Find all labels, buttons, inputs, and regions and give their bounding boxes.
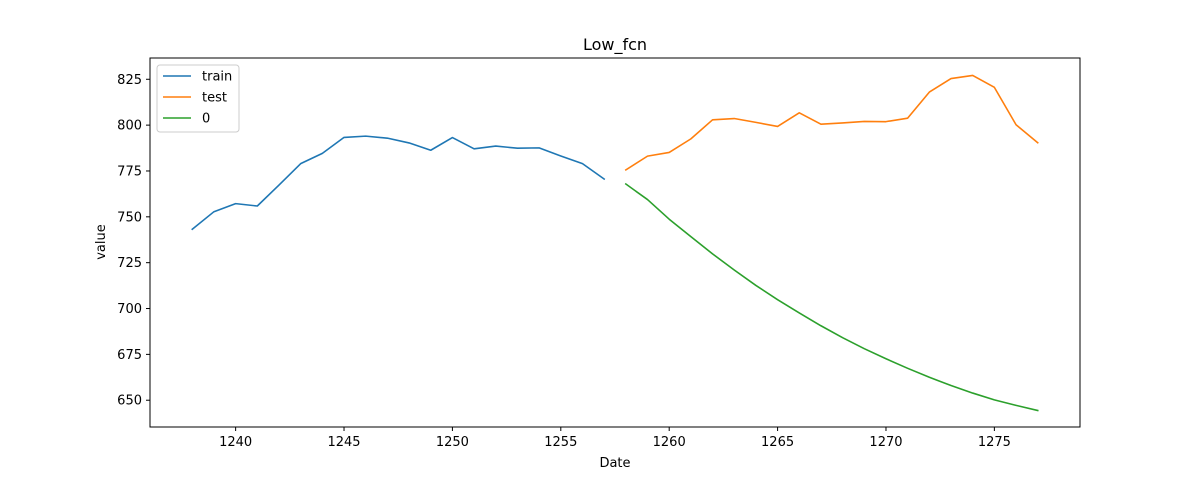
y-tick-label: 775 [117,164,142,179]
legend: train test 0 [156,64,240,133]
x-axis-label: Date [599,456,630,471]
series-line-train [191,135,606,231]
x-tick-label: 1250 [436,435,469,450]
series-lines [191,74,1039,412]
y-tick-label: 725 [117,256,142,271]
chart-title: Low_fcn [583,35,647,55]
legend-label: test [202,91,227,106]
plot-frame [149,57,1081,428]
y-tick-label: 800 [117,119,142,134]
y-tick-label: 675 [117,348,142,363]
series-line-0 [624,182,1039,412]
y-tick-label: 700 [117,302,142,317]
y-tick-label: 825 [117,73,142,88]
x-tick-label: 1275 [978,435,1011,450]
y-axis-label: value [94,224,109,260]
legend-box [156,64,240,133]
y-axis: 650 675 700 725 750 775 800 825 [117,73,150,409]
x-tick-label: 1265 [761,435,794,450]
plot-area [150,58,1080,427]
series-line-test [624,74,1039,171]
y-tick-label: 750 [117,210,142,225]
legend-label: train [202,70,232,85]
y-tick-label: 650 [117,394,142,409]
legend-label: 0 [202,112,210,127]
x-tick-label: 1255 [544,435,577,450]
x-tick-label: 1240 [219,435,252,450]
x-tick-label: 1270 [869,435,902,450]
x-axis: 1240 1245 1250 1255 1260 1265 1270 1275 [219,427,1011,450]
x-tick-label: 1245 [327,435,360,450]
x-tick-label: 1260 [653,435,686,450]
